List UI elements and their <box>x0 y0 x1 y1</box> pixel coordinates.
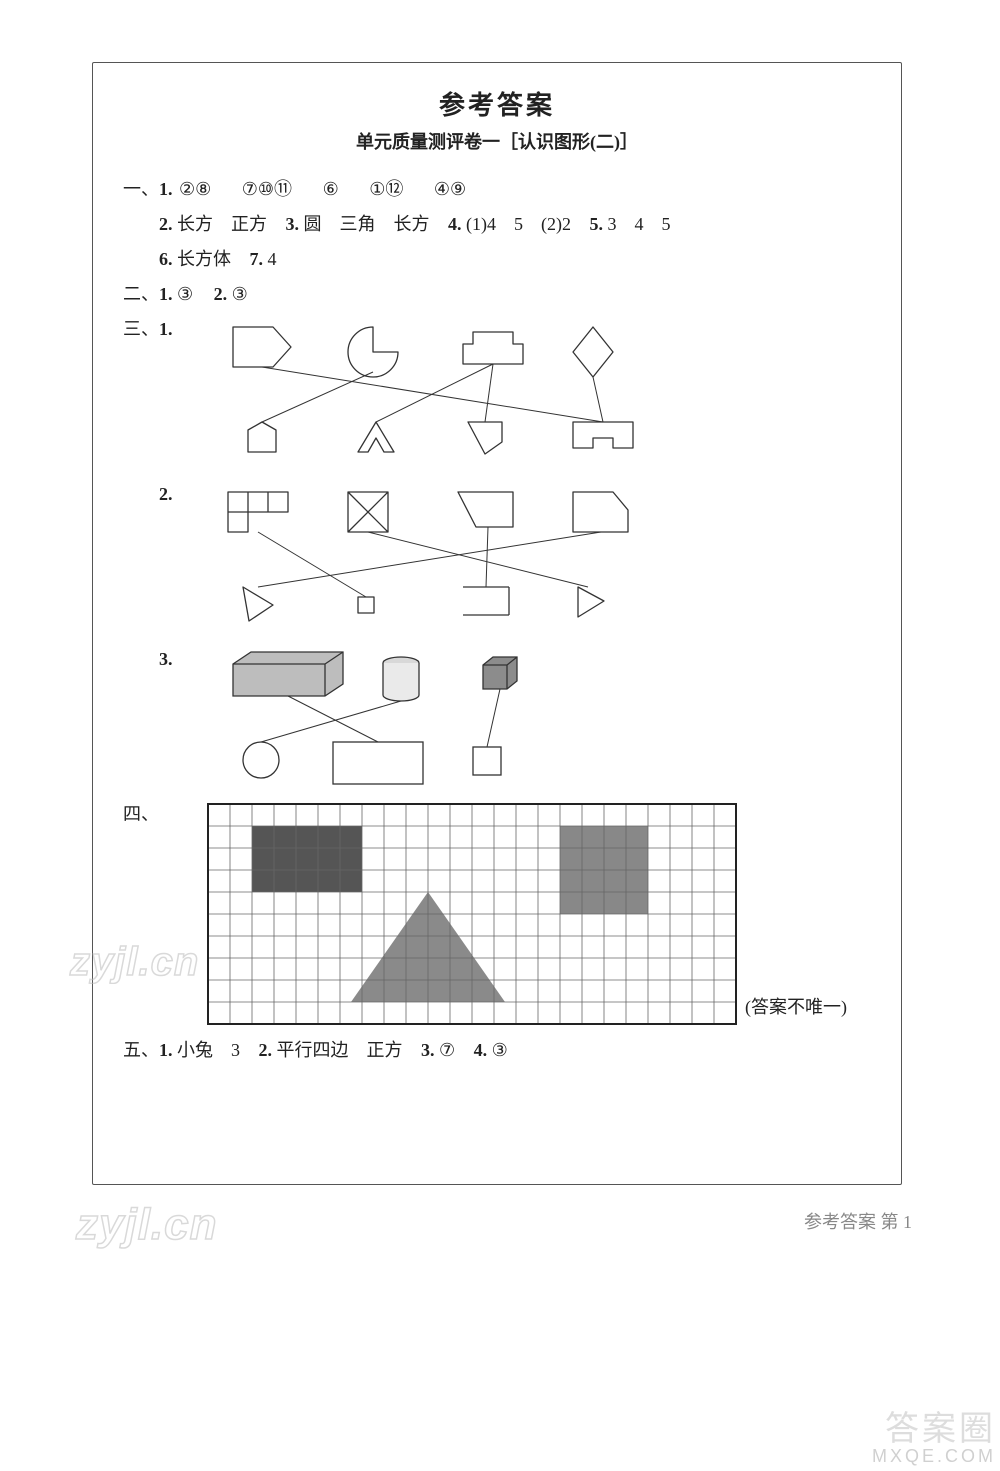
watermark-1: zyjl.cn <box>70 940 199 985</box>
sec5-line: 五、1. 小兔 3 2. 平行四边 正方 3. ⑦ 4. ③ <box>123 1033 871 1068</box>
sec2-line: 二、1. ③ 2. ③ <box>123 277 871 312</box>
sec3-q1: 三、1. <box>123 312 871 477</box>
answer-sheet: 参考答案 单元质量测评卷一［认识图形(二)］ 一、1. ②⑧ ⑦⑩⑪ ⑥ ①⑫ … <box>92 62 902 1185</box>
sec3-label: 三、 <box>123 319 159 339</box>
ans5-4: ③ <box>492 1040 508 1060</box>
ans1-1d: ①⑫ <box>369 172 403 207</box>
q1-7: 7. <box>250 249 264 269</box>
q1-2: 2. <box>159 214 173 234</box>
q2-1: 1. <box>159 284 173 304</box>
q3-1: 1. <box>159 319 173 339</box>
ans1-1e: ④⑨ <box>434 172 466 207</box>
ans1-6: 长方体 <box>177 249 231 269</box>
q1-1: 1. <box>159 179 173 199</box>
q1-6: 6. <box>159 249 173 269</box>
ans5-3: ⑦ <box>439 1040 455 1060</box>
ans2-2: ③ <box>232 284 248 304</box>
q5-3: 3. <box>421 1040 435 1060</box>
sec1-label: 一、 <box>123 179 159 199</box>
ans5-2: 平行四边 正方 <box>277 1040 403 1060</box>
watermark-2: zyjl.cn <box>76 1200 218 1250</box>
q5-2: 2. <box>259 1040 273 1060</box>
brand-top: 答案圈 <box>872 1401 996 1450</box>
ans1-5: 3 4 5 <box>607 214 670 234</box>
ans2-1: ③ <box>177 284 193 304</box>
q5-1: 1. <box>159 1040 173 1060</box>
diagram-3-2 <box>173 477 673 642</box>
ans1-3: 圆 三角 长方 <box>304 214 430 234</box>
q1-3: 3. <box>286 214 300 234</box>
ans1-2: 长方 正方 <box>177 214 267 234</box>
diagram-3-1 <box>173 312 673 477</box>
sec4: 四、 (答案不唯一) <box>123 797 871 1025</box>
ans1-1c: ⑥ <box>323 172 339 207</box>
q1-4: 4. <box>448 214 462 234</box>
q1-5: 5. <box>589 214 603 234</box>
ans1-1a: ②⑧ <box>179 172 211 207</box>
q5-4: 4. <box>474 1040 488 1060</box>
sec4-label: 四、 <box>123 797 159 832</box>
diagram-3-3 <box>173 642 573 797</box>
ans1-4: (1)4 5 (2)2 <box>466 214 571 234</box>
page-footer: 参考答案 第 1 <box>804 1208 912 1234</box>
sec1-line3: 6. 长方体 7. 4 <box>123 242 871 277</box>
brand-bottom: MXQE.COM <box>872 1446 996 1467</box>
grid-figure <box>207 803 737 1025</box>
q3-2: 2. <box>159 477 173 512</box>
sheet-title: 参考答案 <box>123 85 871 122</box>
sec3-q3: 3. <box>123 642 871 797</box>
ans5-1: 小兔 3 <box>177 1040 240 1060</box>
q3-3: 3. <box>159 642 173 677</box>
sec2-label: 二、 <box>123 284 159 304</box>
sec5-label: 五、 <box>123 1040 159 1060</box>
grid-note: (答案不唯一) <box>745 990 847 1025</box>
sec3-q2: 2. <box>123 477 871 642</box>
sheet-subtitle: 单元质量测评卷一［认识图形(二)］ <box>123 128 871 154</box>
brand-mark: 答案圈 MXQE.COM <box>872 1401 996 1467</box>
sec1-line2: 2. 长方 正方 3. 圆 三角 长方 4. (1)4 5 (2)2 5. 3 … <box>123 207 871 242</box>
sec1-line1: 一、1. ②⑧ ⑦⑩⑪ ⑥ ①⑫ ④⑨ <box>123 172 871 207</box>
ans1-1b: ⑦⑩⑪ <box>242 172 292 207</box>
q2-2: 2. <box>214 284 228 304</box>
ans1-7: 4 <box>268 249 277 269</box>
